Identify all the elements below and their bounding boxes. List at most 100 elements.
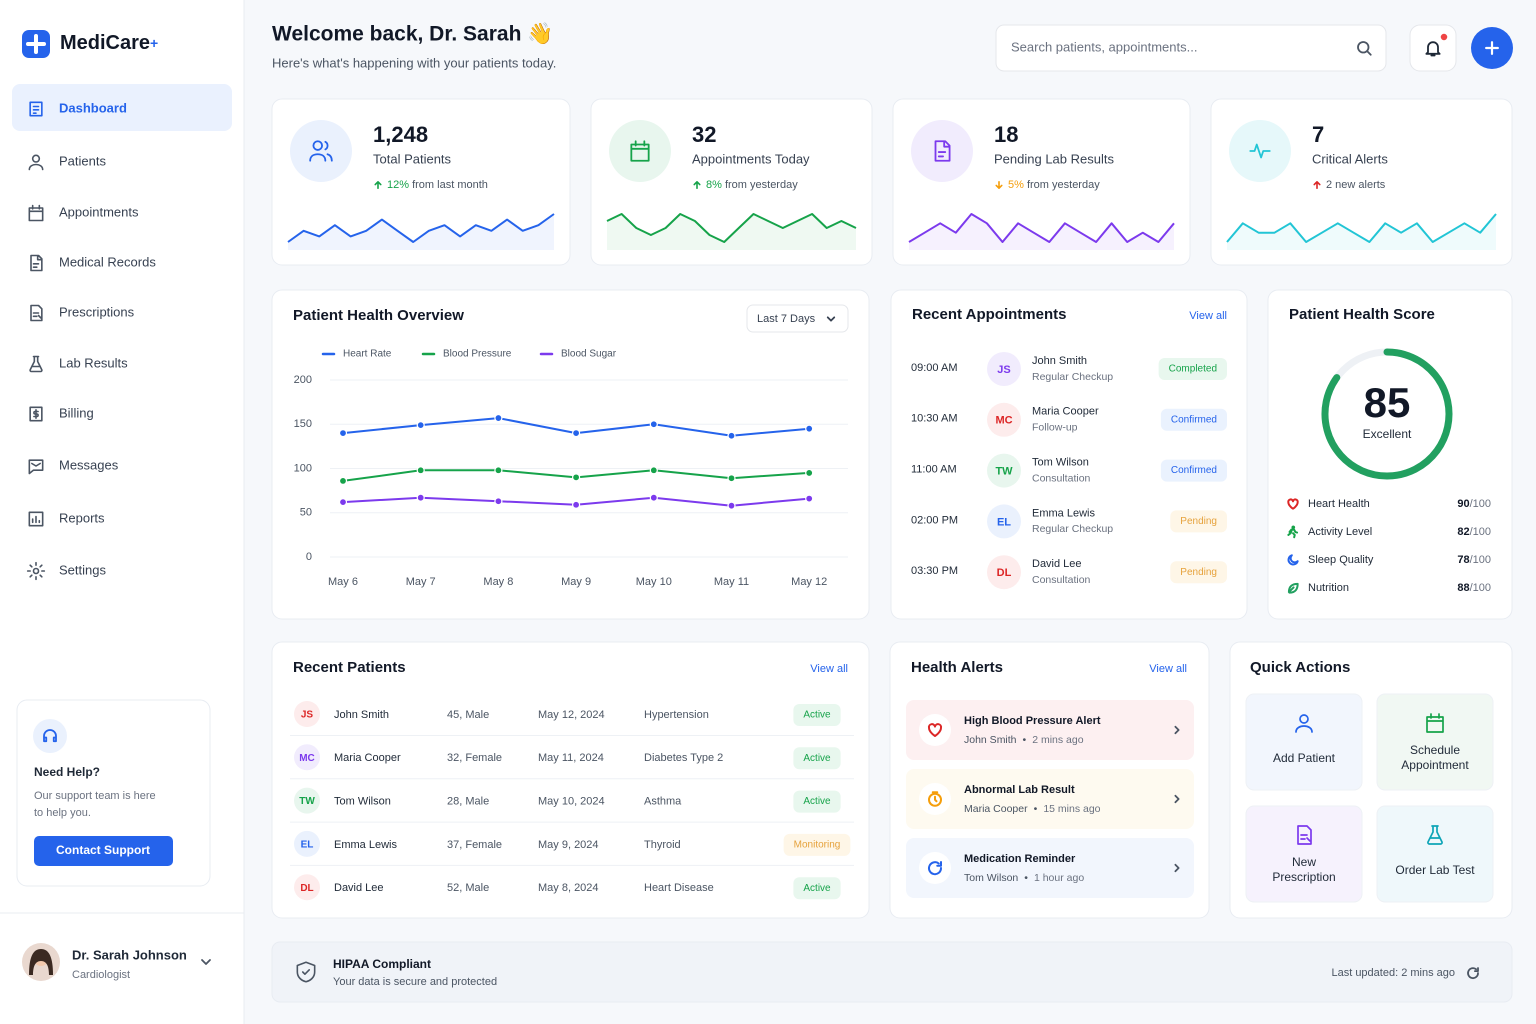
status-badge-bg xyxy=(1160,459,1227,482)
icon xyxy=(826,316,836,322)
icon xyxy=(309,140,333,162)
sparkline xyxy=(908,213,1175,243)
metric-name: Nutrition xyxy=(1308,582,1349,594)
brand: MediCare+ xyxy=(60,32,158,54)
alert-patient: John Smith xyxy=(964,734,1017,746)
view-all-link[interactable]: View all xyxy=(1189,310,1227,322)
icon xyxy=(374,180,382,190)
status-badge: Confirmed xyxy=(1171,414,1217,425)
stat-value: 7 xyxy=(1312,122,1324,147)
alert-title: Abnormal Lab Result xyxy=(964,784,1075,796)
avatar-hair xyxy=(29,949,53,975)
data-point xyxy=(571,473,581,482)
quick-action-label[interactable]: Schedule Appointment xyxy=(1401,743,1469,772)
avatar-initials-bg xyxy=(294,874,320,901)
metric-suffix: /100 xyxy=(1470,526,1491,538)
alert-title: Medication Reminder xyxy=(964,853,1076,865)
nav-item[interactable]: Patients xyxy=(59,153,106,168)
nav-item[interactable]: Billing xyxy=(59,405,94,420)
appointment-type: Regular Checkup xyxy=(1032,371,1113,383)
icon xyxy=(1485,41,1499,55)
stat-label: Appointments Today xyxy=(692,151,810,166)
icon xyxy=(296,961,316,983)
page-title: Welcome back, Dr. Sarah 👋 xyxy=(272,22,553,47)
data-point xyxy=(416,466,425,475)
quick-action-label[interactable]: Add Patient xyxy=(1272,750,1336,765)
alert-title: High Blood Pressure Alert xyxy=(964,715,1101,727)
nav-hit[interactable] xyxy=(12,444,232,488)
nav-item[interactable]: Dashboard xyxy=(59,100,127,115)
chart-filter[interactable] xyxy=(746,304,849,333)
icon xyxy=(30,304,43,322)
nav-active[interactable] xyxy=(12,84,232,131)
appointment-name: Tom Wilson xyxy=(1032,457,1089,469)
avatar-initials-bg xyxy=(987,352,1021,386)
nav-item[interactable]: Appointments xyxy=(59,204,139,219)
metric-value: 82/100 xyxy=(1457,526,1491,538)
page-subtitle: Here's what's happening with your patien… xyxy=(272,55,556,70)
help-icon-bg xyxy=(33,719,67,753)
view-all-link[interactable]: View all xyxy=(1149,663,1187,675)
nav-item[interactable]: Prescriptions xyxy=(59,304,135,319)
alert-item[interactable] xyxy=(906,700,1194,760)
quick-action-label[interactable]: Order Lab Test xyxy=(1395,862,1475,877)
nav-hit[interactable] xyxy=(12,140,232,184)
view-all-link[interactable]: View all xyxy=(810,663,848,675)
status-badge-bg xyxy=(793,747,841,770)
alert-item[interactable] xyxy=(906,838,1194,898)
quick-action-label-box: Schedule Appointment xyxy=(1401,743,1469,772)
alert-separator: • xyxy=(1023,734,1027,746)
stat-delta: 5% xyxy=(1008,179,1024,191)
alert-item[interactable] xyxy=(906,769,1194,829)
stat-icon-bg xyxy=(609,120,671,182)
status-badge: Monitoring xyxy=(794,840,841,851)
search-placeholder[interactable]: Search patients, appointments... xyxy=(1011,39,1197,54)
quick-action[interactable] xyxy=(1245,693,1363,791)
metric-value: 90/100 xyxy=(1457,498,1491,510)
nav-item[interactable]: Medical Records xyxy=(59,254,156,269)
status-badge: Completed xyxy=(1169,364,1217,375)
data-point xyxy=(727,431,736,440)
quick-action-label[interactable]: New Prescription xyxy=(1272,855,1336,884)
quick-action[interactable] xyxy=(1376,805,1494,903)
nav-item[interactable]: Reports xyxy=(59,510,105,525)
patient-date: May 10, 2024 xyxy=(538,796,605,808)
metric-name: Activity Level xyxy=(1308,526,1372,538)
card-title: Recent Appointments xyxy=(912,306,1066,323)
patient-date: May 11, 2024 xyxy=(538,752,604,764)
nav-item[interactable]: Messages xyxy=(59,457,119,472)
patient-condition: Hypertension xyxy=(644,709,709,721)
data-point xyxy=(649,493,658,502)
avatar-initials: DL xyxy=(997,567,1012,579)
status-badge: Active xyxy=(803,883,831,894)
chart-filter-label[interactable]: Last 7 Days xyxy=(757,313,816,325)
y-tick-label: 200 xyxy=(294,374,312,386)
x-tick-label: May 7 xyxy=(406,576,436,588)
metric-score: 90 xyxy=(1457,498,1469,510)
status-badge: Pending xyxy=(1180,516,1217,527)
quick-action-label-box: New Prescription xyxy=(1272,855,1336,884)
search-box[interactable] xyxy=(995,24,1387,72)
nav-item[interactable]: Settings xyxy=(59,562,106,577)
quick-action[interactable] xyxy=(1245,805,1363,903)
appointment-time: 10:30 AM xyxy=(911,413,957,425)
data-point xyxy=(649,420,658,429)
stat-change-text: from yesterday xyxy=(722,179,798,191)
notifications[interactable] xyxy=(1409,24,1457,72)
stat-change: 5% from yesterday xyxy=(1008,179,1100,191)
nav-hit[interactable] xyxy=(12,497,232,541)
icon xyxy=(934,140,951,162)
appointment-type: Follow-up xyxy=(1032,422,1078,434)
help-button-label[interactable]: Contact Support xyxy=(56,843,150,857)
help-button[interactable] xyxy=(34,836,173,866)
health-score-card xyxy=(1267,289,1513,620)
quick-action[interactable] xyxy=(1376,693,1494,791)
alert-meta: Tom Wilson • 1 hour ago xyxy=(964,872,1084,884)
nav-item[interactable]: Lab Results xyxy=(59,355,128,370)
nav-hit[interactable] xyxy=(12,392,232,436)
appointment-time: 09:00 AM xyxy=(911,362,957,374)
alert-meta: John Smith • 2 mins ago xyxy=(964,734,1084,746)
data-point xyxy=(649,466,658,475)
